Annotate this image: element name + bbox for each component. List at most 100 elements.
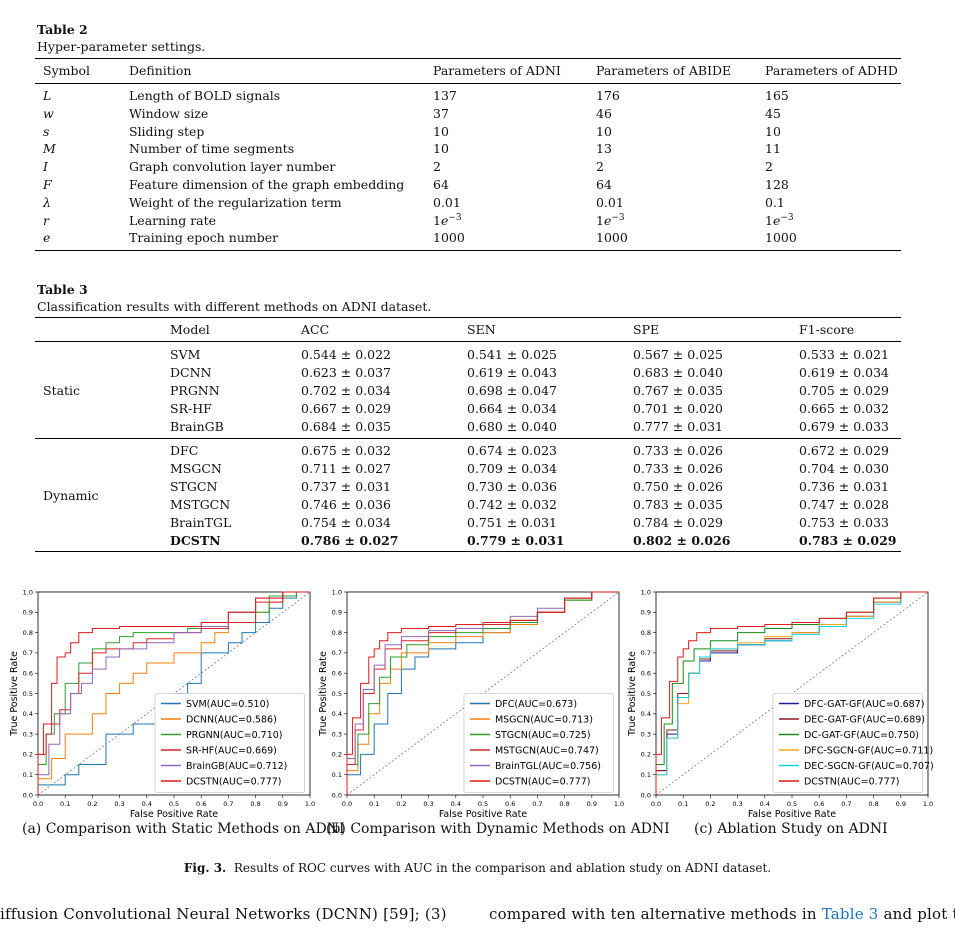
legend-label: BrainTGL(AUC=0.756) (495, 761, 601, 772)
x-tick-label: 0.6 (505, 800, 515, 808)
body-text-right-part: compared with ten alternative methods in (489, 905, 822, 923)
y-tick-label: 1.0 (332, 588, 342, 596)
x-tick-label: 0.6 (196, 800, 206, 808)
x-tick-label: 0.7 (223, 800, 233, 808)
table3-model: BrainTGL (170, 515, 232, 530)
y-tick-label: 0.8 (332, 629, 342, 637)
y-tick-label: 0.8 (641, 629, 651, 637)
table3-metric: 0.784 ± 0.029 (633, 515, 723, 530)
x-tick-label: 0.5 (169, 800, 179, 808)
x-tick-label: 0.0 (342, 800, 352, 808)
body-text-right: compared with ten alternative methods in… (489, 905, 955, 923)
table3-metric: 0.750 ± 0.026 (633, 479, 723, 494)
table3-metric: 0.672 ± 0.029 (799, 443, 889, 458)
table2-symbol: w (43, 105, 54, 121)
y-tick-label: 0.4 (332, 710, 342, 718)
x-tick-label: 1.0 (923, 800, 933, 808)
table2-value: 11 (765, 141, 781, 157)
y-tick-label: 0.0 (641, 791, 651, 799)
table3-metric: 0.786 ± 0.027 (301, 533, 399, 548)
roc-curve (346, 591, 619, 795)
legend-label: DFC-SGCN-GF(AUC=0.711) (804, 746, 933, 757)
table3-metric: 0.698 ± 0.047 (467, 383, 557, 398)
table2-col-header: Definition (129, 63, 192, 78)
legend-label: SR-HF(AUC=0.669) (186, 746, 277, 757)
legend-label: MSGCN(AUC=0.713) (495, 715, 593, 726)
y-tick-label: 0.9 (641, 609, 651, 617)
table2-bottom-rule (35, 250, 901, 251)
x-tick-label: 0.9 (896, 800, 906, 808)
y-tick-label: 0.1 (23, 771, 33, 779)
y-tick-label: 0.0 (23, 791, 33, 799)
x-tick-label: 1.0 (614, 800, 624, 808)
legend-label: MSTGCN(AUC=0.747) (495, 746, 599, 757)
table2-col-header: Symbol (43, 63, 91, 78)
table3-metric: 0.802 ± 0.026 (633, 533, 731, 548)
table2-value: 10 (433, 123, 449, 139)
table3-col-header: F1-score (799, 322, 855, 337)
table2-col-header: Parameters of ADNI (433, 63, 561, 78)
table3-metric: 0.541 ± 0.025 (467, 347, 557, 362)
table2-value: 1000 (433, 230, 465, 246)
table2-value: 176 (596, 88, 620, 103)
legend-label: DCSTN(AUC=0.777) (186, 777, 282, 788)
y-tick-label: 0.5 (332, 690, 342, 698)
table2-value: 165 (765, 88, 789, 103)
table2-value: 128 (765, 177, 789, 192)
table3-group-name: Static (43, 383, 81, 398)
x-axis-label: False Positive Rate (748, 809, 836, 820)
legend-label: BrainGB(AUC=0.712) (186, 761, 287, 772)
table2-value: 10 (433, 141, 449, 157)
table2-value: 2 (765, 159, 773, 175)
table2-definition: Graph convolution layer number (129, 159, 336, 175)
x-tick-label: 0.7 (532, 800, 542, 808)
table3-metric: 0.783 ± 0.029 (799, 533, 897, 548)
table3-metric: 0.751 ± 0.031 (467, 515, 557, 530)
table3-metric: 0.619 ± 0.034 (799, 365, 889, 380)
table3-metric: 0.777 ± 0.031 (633, 419, 723, 434)
table2-symbol: F (43, 177, 52, 192)
y-tick-label: 0.4 (23, 710, 33, 718)
table3-metric: 0.746 ± 0.036 (301, 497, 391, 512)
x-tick-label: 0.4 (142, 800, 152, 808)
table3-metric: 0.730 ± 0.036 (467, 479, 557, 494)
table2-value: 10 (596, 123, 612, 139)
x-tick-label: 0.2 (396, 800, 406, 808)
table3-metric: 0.767 ± 0.035 (633, 383, 723, 398)
table3-header-rule (35, 341, 901, 342)
table2-top-rule (35, 58, 901, 59)
y-tick-label: 0.6 (23, 670, 33, 678)
table2-value: 1000 (765, 230, 797, 246)
table3-model: SR-HF (170, 401, 212, 416)
table3-metric: 0.754 ± 0.034 (301, 515, 391, 530)
table3-metric: 0.684 ± 0.035 (301, 419, 391, 434)
y-tick-label: 0.4 (641, 710, 651, 718)
table3-model: DCNN (170, 365, 212, 380)
table2-symbol: λ (43, 194, 51, 210)
y-axis-label: True Positive Rate (627, 651, 638, 737)
table3-model: DCSTN (170, 533, 221, 548)
roc-curve (346, 591, 619, 795)
roc-curve (655, 591, 928, 795)
table3-metric: 0.533 ± 0.021 (799, 347, 889, 362)
x-tick-label: 0.3 (732, 800, 742, 808)
x-tick-label: 0.8 (868, 800, 878, 808)
figure-caption: Fig. 3. Results of ROC curves with AUC i… (0, 861, 955, 875)
legend-label: DFC(AUC=0.673) (495, 699, 577, 710)
x-tick-label: 0.3 (114, 800, 124, 808)
y-tick-label: 0.2 (23, 751, 33, 759)
x-axis-label: False Positive Rate (130, 809, 218, 820)
table3-link[interactable]: Table 3 (821, 905, 879, 923)
table2-value: 45 (765, 105, 781, 121)
y-tick-label: 0.5 (641, 690, 651, 698)
table3-metric: 0.709 ± 0.034 (467, 461, 557, 476)
x-tick-label: 0.6 (814, 800, 824, 808)
table3-metric: 0.619 ± 0.043 (467, 365, 557, 380)
legend-box (154, 693, 305, 793)
legend-label: DEC-SGCN-GF(AUC=0.707) (804, 761, 934, 772)
table2-symbol: L (43, 88, 52, 103)
table3-label: Table 3 (37, 282, 88, 297)
x-tick-label: 0.7 (841, 800, 851, 808)
legend-label: DC-GAT-GF(AUC=0.750) (804, 730, 919, 741)
table2-value: 137 (433, 88, 457, 103)
